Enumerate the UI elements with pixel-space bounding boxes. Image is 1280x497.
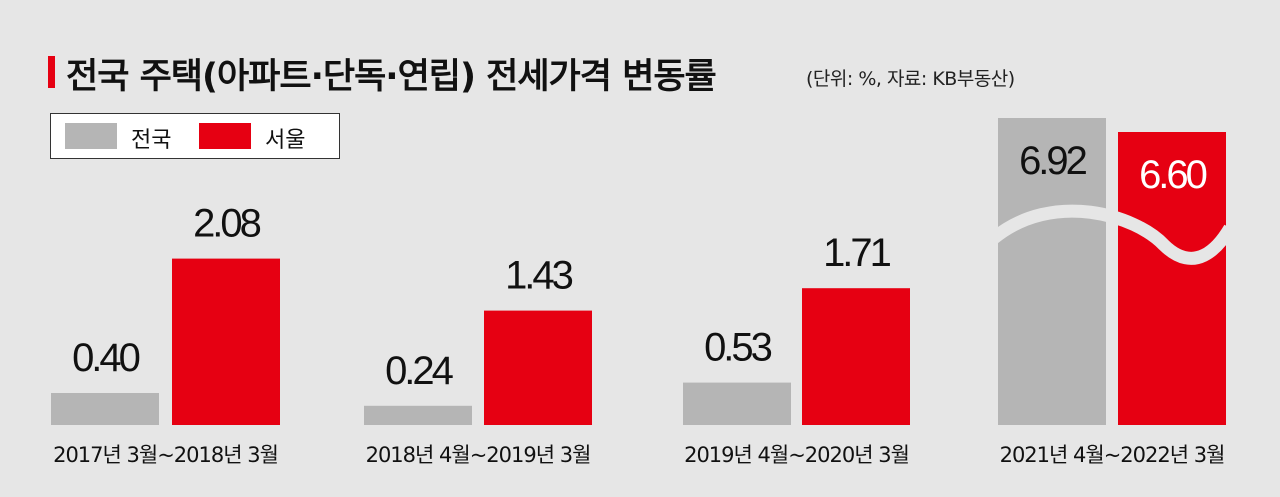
category-label-2: 2019년 4월~2020년 3월 xyxy=(684,443,909,467)
bar-seoul-2 xyxy=(802,288,910,425)
bar-national-0 xyxy=(51,393,159,425)
axis-break-wave xyxy=(989,204,1236,265)
title-accent-bar xyxy=(48,56,55,88)
value-label-national-1: 0.24 xyxy=(385,349,454,393)
value-label-seoul-1: 1.43 xyxy=(505,254,573,298)
value-label-national-0: 0.40 xyxy=(72,336,140,380)
value-label-seoul-2: 1.71 xyxy=(823,231,891,275)
value-label-seoul-3: 6.60 xyxy=(1139,153,1207,197)
legend-label-seoul: 서울 xyxy=(265,128,306,153)
legend-swatch-seoul xyxy=(199,123,251,149)
bar-national-1 xyxy=(364,405,472,425)
bar-seoul-0 xyxy=(172,258,280,425)
value-label-seoul-0: 2.08 xyxy=(193,202,261,246)
legend-label-national: 전국 xyxy=(131,128,172,153)
category-label-0: 2017년 3월~2018년 3월 xyxy=(53,443,278,467)
bar-national-3 xyxy=(998,118,1106,425)
chart-title: 전국 주택(아파트·단독·연립) 전세가격 변동률 xyxy=(66,57,717,97)
legend-swatch-national xyxy=(65,123,117,149)
category-label-1: 2018년 4월~2019년 3월 xyxy=(366,443,591,467)
legend: 전국 서울 xyxy=(50,113,340,159)
bar-seoul-1 xyxy=(484,310,592,425)
bar-seoul-3 xyxy=(1118,132,1226,425)
value-label-national-2: 0.53 xyxy=(704,326,772,370)
value-label-national-3: 6.92 xyxy=(1019,139,1087,183)
bar-national-2 xyxy=(683,382,791,425)
category-label-3: 2021년 4월~2022년 3월 xyxy=(1000,443,1225,467)
chart-subtitle: (단위: %, 자료: KB부동산) xyxy=(806,68,1015,90)
